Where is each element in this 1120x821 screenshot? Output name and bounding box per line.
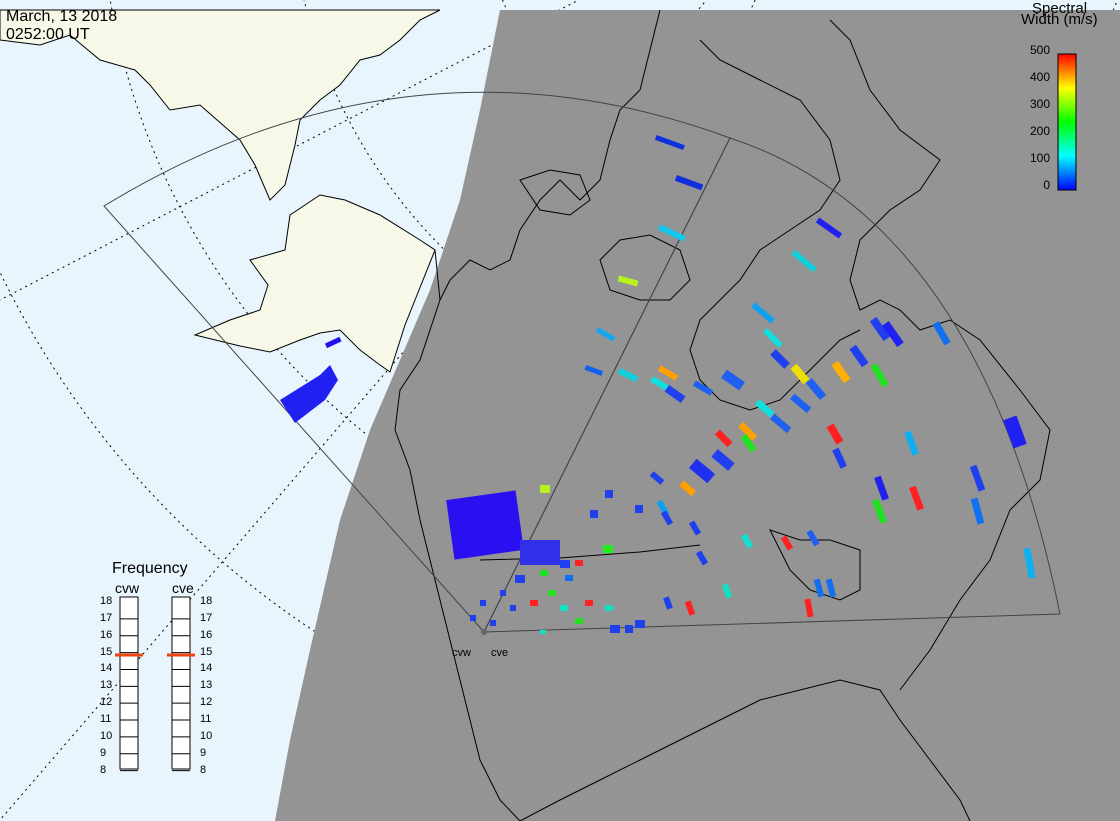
- colorbar-tick: 200: [1029, 124, 1050, 138]
- time-label: 0252:00 UT: [6, 26, 90, 43]
- frequency-ticks: [120, 618, 190, 772]
- frequency-label-right: 12: [200, 696, 213, 709]
- frequency-label-right: 14: [200, 662, 213, 675]
- scatter-cells: [280, 134, 1036, 634]
- frequency-label-right: 9: [200, 746, 207, 759]
- frequency-label-left: 17: [100, 611, 113, 624]
- frequency-label-left: 12: [100, 696, 113, 709]
- frequency-label-left: 14: [100, 662, 113, 675]
- frequency-scale-cvw: [119, 596, 139, 770]
- radar-site-cve: cve: [491, 647, 509, 659]
- frequency-label-right: 10: [200, 729, 213, 742]
- colorbar: [1057, 53, 1077, 191]
- colorbar-title-line1: Spectral: [1032, 0, 1088, 17]
- frequency-label-left: 13: [100, 679, 113, 692]
- frequency-radar-cve: cve: [172, 580, 194, 596]
- colorbar-tick: 300: [1029, 97, 1050, 111]
- frequency-label-left: 10: [100, 729, 113, 742]
- frequency-label-right: 15: [200, 645, 213, 658]
- colorbar-title-line2: Width (m/s): [1021, 11, 1098, 28]
- frequency-scale-cve: [171, 596, 191, 770]
- colorbar-tick: 500: [1029, 43, 1050, 57]
- frequency-label-left: 9: [100, 746, 107, 759]
- colorbar-tick: 400: [1029, 70, 1050, 84]
- frequency-label-right: 18: [200, 595, 213, 607]
- frequency-label-left: 15: [100, 645, 113, 658]
- frequency-label-left: 18: [100, 595, 113, 607]
- colorbar-tick: 0: [1043, 178, 1050, 192]
- frequency-label-right: 13: [200, 679, 213, 692]
- coastlines: [394, 9, 1051, 821]
- frequency-label-right: 8: [200, 763, 207, 776]
- frequency-label-right: 17: [200, 611, 213, 624]
- radar-site-cvw: cvw: [452, 647, 471, 659]
- frequency-label-left: 11: [100, 713, 112, 726]
- radar-fov: [103, 91, 1061, 633]
- frequency-title: Frequency: [112, 560, 188, 577]
- date-label: March, 13 2018: [6, 8, 118, 25]
- colorbar-tick: 100: [1029, 151, 1050, 165]
- frequency-label-right: 16: [200, 628, 213, 641]
- frequency-radar-cvw: cvw: [115, 580, 140, 596]
- radar-site-marker: [481, 629, 487, 635]
- frequency-label-left: 8: [100, 763, 107, 776]
- frequency-label-left: 16: [100, 628, 113, 641]
- siberia-land: [0, 9, 441, 201]
- frequency-label-right: 11: [200, 713, 212, 726]
